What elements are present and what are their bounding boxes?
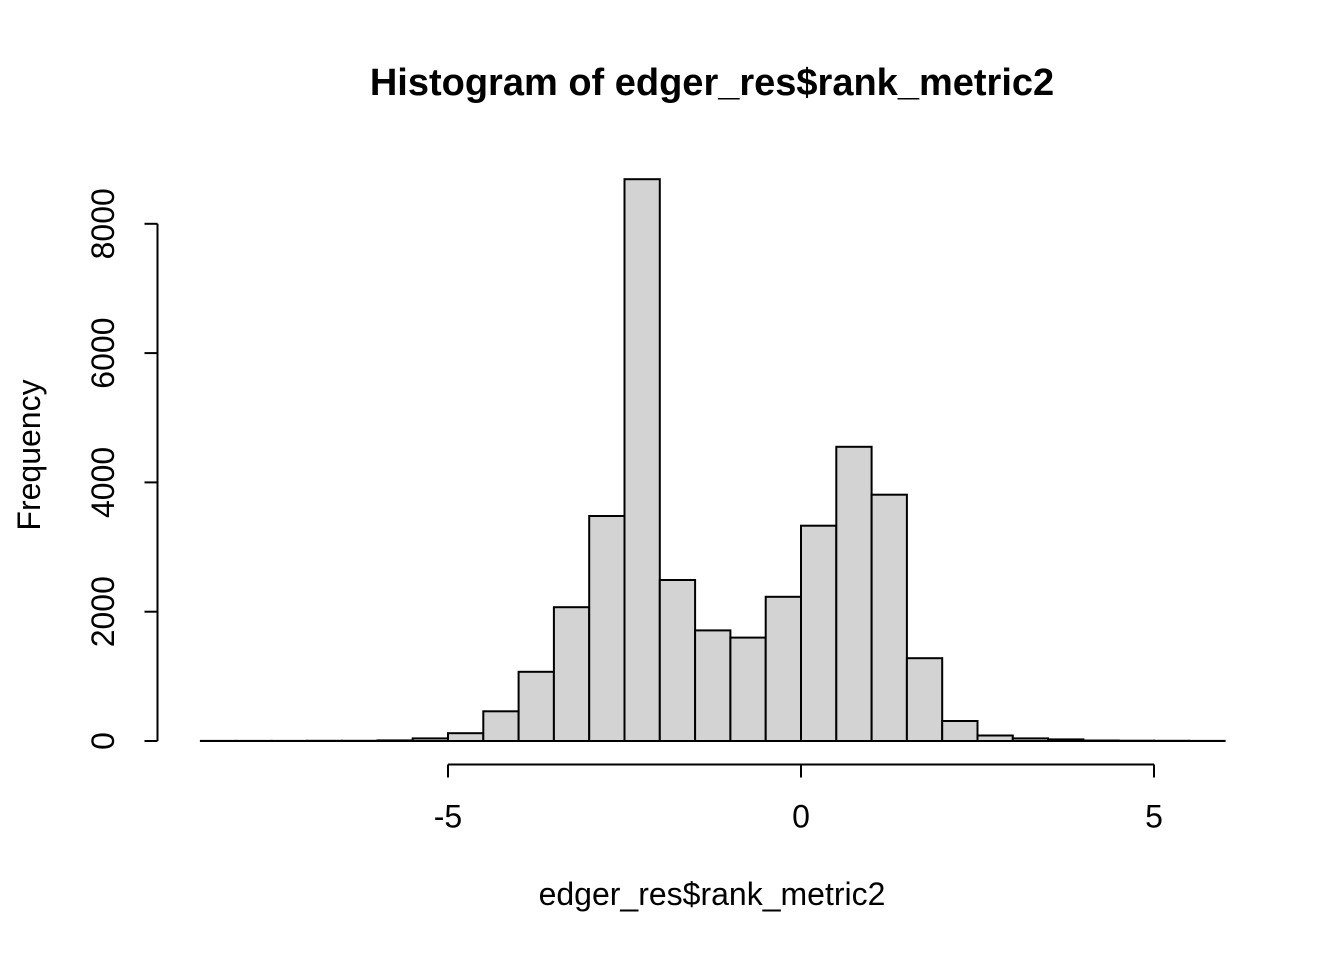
histogram-bar bbox=[835, 445, 873, 742]
histogram-bar bbox=[800, 524, 838, 743]
histogram-bar bbox=[482, 710, 520, 742]
y-axis-title: Frequency bbox=[11, 379, 47, 530]
histogram-bar bbox=[976, 734, 1014, 742]
y-tick-label: 8000 bbox=[85, 188, 121, 259]
x-tick-label: 5 bbox=[1145, 799, 1163, 835]
histogram-bars bbox=[199, 178, 1226, 743]
histogram-bar bbox=[905, 657, 944, 743]
x-axis-title: edger_res$rank_metric2 bbox=[539, 876, 886, 912]
histogram-bar bbox=[1011, 737, 1050, 743]
y-tick-label: 0 bbox=[85, 732, 121, 750]
y-tick-label: 4000 bbox=[85, 447, 121, 518]
histogram-bar bbox=[376, 739, 414, 743]
axes: -5 0 5 0 2000 4000 6000 8000 bbox=[85, 188, 1163, 834]
histogram-bar bbox=[411, 737, 450, 743]
histogram-bar bbox=[517, 670, 555, 742]
chart-title: Histogram of edger_res$rank_metric2 bbox=[370, 62, 1054, 104]
histogram-bar bbox=[552, 606, 591, 743]
x-tick-label: 0 bbox=[792, 799, 810, 835]
histogram-bar bbox=[1047, 738, 1085, 743]
histogram-bar bbox=[658, 579, 697, 742]
histogram-bar bbox=[870, 493, 908, 743]
histogram-bar bbox=[588, 515, 626, 742]
y-tick-label: 6000 bbox=[85, 318, 121, 389]
y-tick-label: 2000 bbox=[85, 576, 121, 647]
histogram-bar bbox=[729, 636, 767, 742]
histogram-bar bbox=[941, 720, 979, 742]
histogram-bar bbox=[1082, 739, 1120, 742]
x-tick-label: -5 bbox=[434, 799, 462, 835]
histogram-bar bbox=[764, 595, 803, 742]
histogram-bar bbox=[623, 178, 661, 742]
histogram-bar bbox=[447, 732, 485, 743]
histogram-bar bbox=[694, 629, 732, 743]
